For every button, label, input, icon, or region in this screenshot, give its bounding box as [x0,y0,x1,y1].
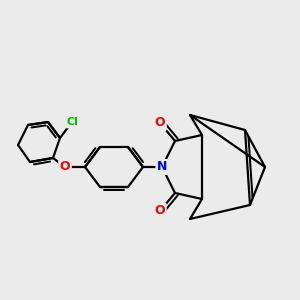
Text: N: N [157,160,167,173]
Text: O: O [155,116,165,130]
Text: O: O [155,205,165,218]
Text: O: O [60,160,70,173]
Text: Cl: Cl [66,117,78,127]
